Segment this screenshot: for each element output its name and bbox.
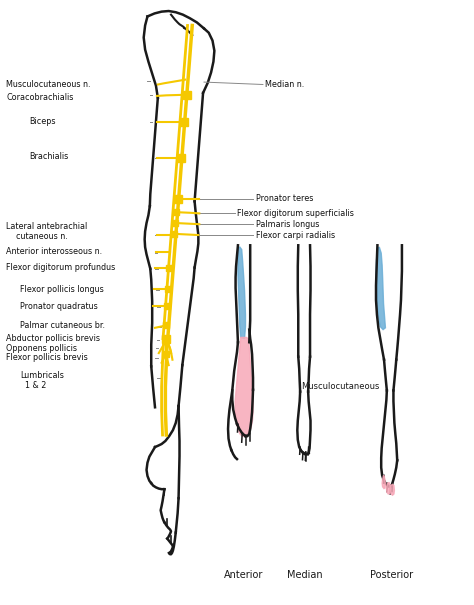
Text: Flexor pollicis brevis: Flexor pollicis brevis — [6, 353, 88, 362]
Polygon shape — [238, 247, 246, 339]
Text: Median n.: Median n. — [265, 80, 304, 89]
Text: Brachialis: Brachialis — [30, 152, 69, 162]
Text: Abductor pollicis brevis: Abductor pollicis brevis — [6, 334, 100, 343]
Text: Biceps: Biceps — [30, 117, 56, 126]
Text: Flexor digitorum superficialis: Flexor digitorum superficialis — [237, 209, 354, 218]
Text: Anterior interosseous n.: Anterior interosseous n. — [6, 247, 102, 256]
Text: Flexor pollicis longus: Flexor pollicis longus — [20, 285, 104, 294]
Text: Opponens pollicis: Opponens pollicis — [6, 344, 77, 353]
Text: Flexor carpi radialis: Flexor carpi radialis — [256, 231, 335, 240]
Text: Musculocutaneous n.: Musculocutaneous n. — [6, 80, 91, 89]
Text: Lateral antebrachial
    cutaneous n.: Lateral antebrachial cutaneous n. — [6, 222, 87, 241]
Text: Palmaris longus: Palmaris longus — [256, 220, 319, 229]
Text: Flexor digitorum profundus: Flexor digitorum profundus — [6, 263, 115, 272]
Polygon shape — [390, 485, 394, 495]
Polygon shape — [235, 338, 253, 436]
Text: Musculocutaneous: Musculocutaneous — [301, 382, 380, 391]
Text: Coracobrachialis: Coracobrachialis — [6, 93, 73, 102]
Text: Median: Median — [287, 570, 322, 580]
Text: Lumbricals
  1 & 2: Lumbricals 1 & 2 — [20, 371, 64, 390]
Text: Pronator quadratus: Pronator quadratus — [20, 302, 98, 310]
Text: Palmar cutaneous br.: Palmar cutaneous br. — [20, 321, 105, 330]
Text: Pronator teres: Pronator teres — [256, 194, 313, 203]
Polygon shape — [386, 483, 390, 494]
Text: Posterior: Posterior — [370, 570, 413, 580]
Polygon shape — [376, 247, 385, 330]
Polygon shape — [382, 476, 385, 489]
Text: Anterior: Anterior — [224, 570, 264, 580]
